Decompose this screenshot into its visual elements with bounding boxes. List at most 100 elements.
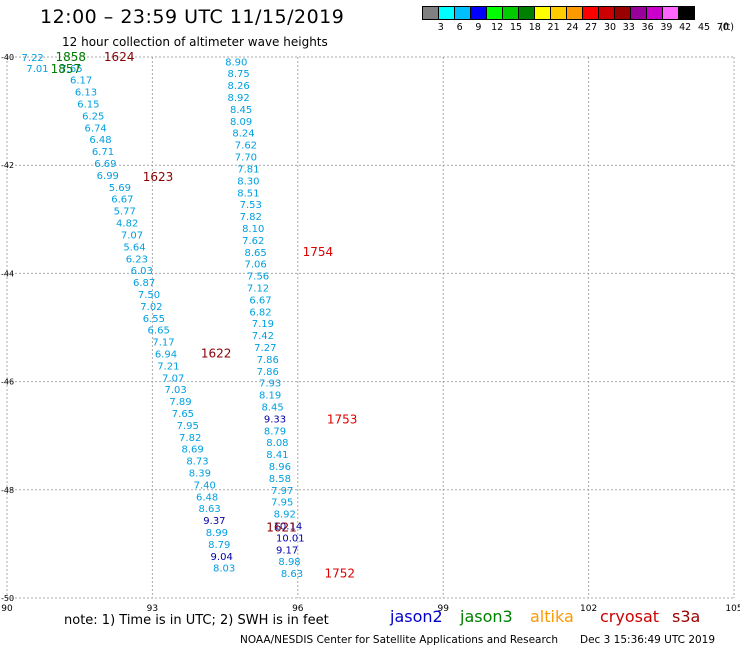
data-point: 8.63 <box>198 504 220 515</box>
data-point: 6.82 <box>249 307 271 318</box>
data-point: 7.03 <box>165 385 187 396</box>
data-point: 8.63 <box>281 569 303 580</box>
data-point: 6.65 <box>148 326 170 337</box>
data-point: 6.13 <box>75 88 97 99</box>
credit-date: Dec 3 15:36:49 UTC 2019 <box>580 634 716 646</box>
time-label: 1753 <box>327 412 358 426</box>
data-point: 8.03 <box>213 564 235 575</box>
data-point: 9.04 <box>211 552 233 563</box>
data-point: 8.90 <box>225 57 247 68</box>
y-tick-label: -50 <box>1 594 14 603</box>
time-label: 1621 <box>266 521 297 535</box>
legend-label: 15 <box>509 22 523 33</box>
data-point: 8.58 <box>269 474 291 485</box>
data-point: 8.24 <box>232 129 254 140</box>
satellite-label-s3a: s3a <box>672 607 701 626</box>
satellite-label-altika: altika <box>530 607 574 626</box>
x-tick-label: 90 <box>1 604 13 614</box>
data-point: 10.01 <box>276 533 305 544</box>
data-point: 7.17 <box>152 338 174 349</box>
data-point: 8.45 <box>230 105 252 116</box>
data-point: 8.30 <box>237 176 259 187</box>
x-tick-label: 96 <box>292 604 304 614</box>
data-point: 8.09 <box>230 117 252 128</box>
data-point: 7.19 <box>252 319 274 330</box>
data-point: 8.08 <box>266 438 288 449</box>
legend-label: 42 <box>679 22 692 33</box>
legend-label: 21 <box>547 22 560 33</box>
legend-label: 6 <box>456 22 463 33</box>
x-tick-label: 102 <box>580 604 597 614</box>
data-point: 7.12 <box>247 283 269 294</box>
legend-label: 45 <box>697 22 711 33</box>
data-point: 7.40 <box>194 480 216 491</box>
data-point: 7.06 <box>244 260 266 271</box>
data-point: 7.93 <box>259 379 281 390</box>
legend-label: 9 <box>475 22 482 33</box>
x-tick-label: 93 <box>147 604 158 614</box>
data-point: 10.14 <box>274 522 303 533</box>
legend-label: (ft) <box>719 22 734 33</box>
data-point: 6.55 <box>143 314 165 325</box>
legend-label: 36 <box>641 22 654 33</box>
data-point: 7.70 <box>235 153 257 164</box>
data-point: 8.79 <box>208 540 230 551</box>
color-scale-labels: 3 6 9 12 15 18 21 24 27 30 33 36 39 42 45 70 (ft) <box>422 22 740 36</box>
data-point: 8.92 <box>228 93 250 104</box>
y-tick-label: -40 <box>1 53 14 62</box>
y-tick-label: -44 <box>1 269 14 278</box>
data-point: 4.82 <box>116 219 138 230</box>
data-point: 8.10 <box>242 224 264 235</box>
data-point: 7.95 <box>271 498 293 509</box>
color-scale-legend <box>422 6 695 20</box>
data-point: 7.82 <box>179 433 201 444</box>
data-point: 7.62 <box>235 141 257 152</box>
satellite-label-jason3: jason3 <box>460 607 513 626</box>
data-point: 8.19 <box>259 391 281 402</box>
data-point: 7.27 <box>254 343 276 354</box>
data-point: 6.67 <box>111 195 133 206</box>
data-point: 7.22 <box>22 53 44 64</box>
data-point: 6.03 <box>131 266 153 277</box>
legend-label: 3 <box>437 22 444 33</box>
legend-label: 70 <box>716 22 729 33</box>
legend-label: 12 <box>491 22 504 33</box>
data-point: 7.50 <box>138 290 160 301</box>
data-point: 7.65 <box>172 409 194 420</box>
data-point: 7.86 <box>257 355 279 366</box>
data-point: 7.81 <box>237 164 259 175</box>
legend-swatch <box>678 6 695 20</box>
data-point: 7.21 <box>157 361 179 372</box>
legend-label: 33 <box>622 22 635 33</box>
data-point: 5.69 <box>109 183 131 194</box>
data-point: 9.37 <box>203 516 225 527</box>
legend-label: 39 <box>660 22 673 33</box>
data-point: 7.86 <box>257 367 279 378</box>
data-point: 9.33 <box>264 414 286 425</box>
time-label: 1624 <box>104 50 135 64</box>
data-point: 6.48 <box>89 135 111 146</box>
data-point: 6.23 <box>126 254 148 265</box>
satellite-label-jason2: jason2 <box>390 607 443 626</box>
data-point: 6.71 <box>92 147 114 158</box>
data-point: 7.97 <box>271 486 293 497</box>
data-point: 7.42 <box>252 331 274 342</box>
data-point: 8.75 <box>228 69 250 80</box>
time-label: 1623 <box>143 170 174 184</box>
time-label: 1754 <box>303 245 334 259</box>
data-point: 7.82 <box>240 212 262 223</box>
data-point: 7.07 <box>121 230 143 241</box>
data-point: 8.39 <box>189 468 211 479</box>
data-point: 7.89 <box>169 397 191 408</box>
data-point: 6.94 <box>155 349 177 360</box>
data-point: 8.45 <box>261 402 283 413</box>
time-label: 1857 <box>51 62 82 76</box>
legend-label: 30 <box>603 22 617 33</box>
data-point: 8.41 <box>266 450 288 461</box>
time-label: 1858 <box>55 50 86 64</box>
data-point: 6.69 <box>94 159 116 170</box>
legend-label: 18 <box>528 22 541 33</box>
time-label: 1622 <box>201 346 232 360</box>
y-tick-label: -46 <box>1 378 14 387</box>
